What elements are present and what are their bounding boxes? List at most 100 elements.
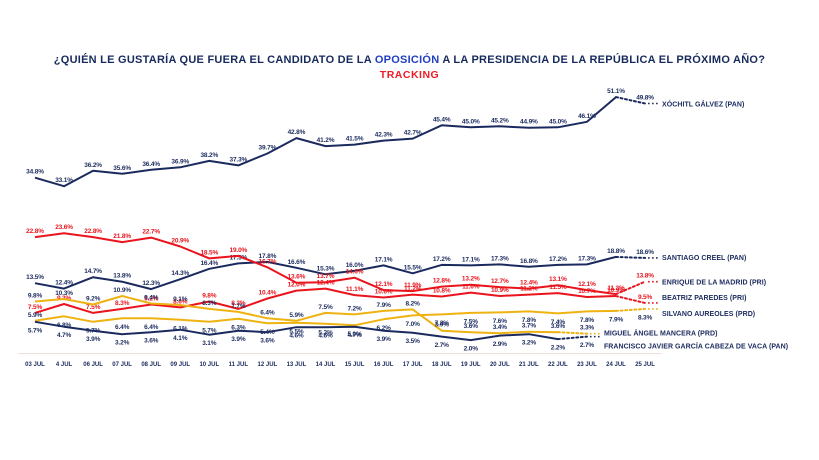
- data-label: 8.6%: [173, 298, 188, 305]
- series-line: [34, 295, 558, 335]
- data-label: 9.2%: [144, 295, 159, 302]
- x-axis-label: 22 JUL: [548, 362, 568, 368]
- data-label: 12.4%: [55, 280, 73, 287]
- data-label: 45.2%: [491, 117, 509, 124]
- data-label: 42.7%: [404, 130, 422, 137]
- data-label: 18.5%: [200, 249, 218, 256]
- legend-label-xochitl-galvez: XÓCHITL GÁLVEZ (PAN): [662, 99, 744, 108]
- data-label: 2.9%: [493, 341, 508, 348]
- data-label: 8.3%: [231, 300, 246, 307]
- data-label: 16.8%: [520, 258, 538, 265]
- series-line-dotted-end: [556, 335, 588, 341]
- title-prefix: ¿QUIÉN LE GUSTARÍA QUE FUERA EL CANDIDAT…: [53, 54, 375, 66]
- data-label: 42.3%: [375, 132, 393, 139]
- data-label: 3.2%: [115, 340, 130, 347]
- data-label: 45.4%: [433, 116, 451, 123]
- data-label: 10.8%: [433, 288, 451, 295]
- data-label: 6.3%: [231, 324, 246, 331]
- chart-title: ¿QUIÉN LE GUSTARÍA QUE FUERA EL CANDIDAT…: [0, 54, 819, 66]
- data-label: 2.7%: [580, 342, 595, 349]
- x-axis-label: 03 JUL: [25, 362, 45, 368]
- data-label: 35.6%: [113, 165, 131, 172]
- data-label: 17.1%: [462, 256, 480, 263]
- x-axis-label: 09 JUL: [170, 362, 190, 368]
- data-label: 3.7%: [522, 323, 537, 330]
- series-line: [34, 96, 617, 188]
- data-label: 7.4%: [551, 319, 566, 326]
- data-label: 3.9%: [376, 336, 391, 343]
- x-axis-label: 21 JUL: [519, 362, 539, 368]
- data-label: 5.9%: [28, 312, 43, 319]
- data-label: 4.7%: [57, 332, 72, 339]
- data-label: 18.8%: [607, 248, 625, 255]
- data-label: 3.9%: [435, 322, 450, 329]
- data-label: 16.7%: [259, 258, 277, 265]
- data-label: 5.9%: [289, 312, 304, 319]
- data-label: 8.3%: [638, 314, 653, 321]
- data-label: 18.6%: [636, 249, 654, 256]
- data-label: 7.0%: [406, 321, 421, 328]
- data-label: 8.2%: [406, 300, 421, 307]
- legend-label-miguel-angel-mancera: MIGUEL ÁNGEL MANCERA (PRD): [604, 329, 718, 338]
- data-label: 22.8%: [26, 228, 44, 235]
- data-label: 6.8%: [57, 322, 72, 329]
- data-label: 41.5%: [346, 136, 364, 143]
- data-label: 9.4%: [144, 294, 159, 301]
- data-label: 12.1%: [375, 281, 393, 288]
- data-label: 37.3%: [230, 156, 248, 163]
- data-label: 12.4%: [317, 280, 335, 287]
- data-label: 14.6%: [346, 269, 364, 276]
- data-label: 9.2%: [86, 295, 101, 302]
- series-line-dotted-end: [615, 280, 647, 296]
- data-label: 5.7%: [28, 327, 43, 334]
- data-label: 9.5%: [638, 294, 653, 301]
- data-label: 6.4%: [260, 309, 275, 316]
- data-label: 12.7%: [491, 278, 509, 285]
- data-label: 10.9%: [607, 287, 625, 294]
- series-line-dotted-end: [615, 307, 647, 312]
- data-label: 22.8%: [84, 228, 102, 235]
- data-label: 5.5%: [289, 328, 304, 335]
- data-label: 10.9%: [491, 287, 509, 294]
- series-line: [34, 320, 559, 342]
- title-suffix: A LA PRESIDENCIA DE LA REPÚBLICA EL PRÓX…: [439, 54, 766, 66]
- data-label: 3.9%: [86, 336, 101, 343]
- data-label: 12.4%: [520, 280, 538, 287]
- data-label: 11.2%: [520, 286, 538, 293]
- data-label: 17.8%: [259, 253, 277, 260]
- data-label: 5.7%: [202, 327, 217, 334]
- title-highlight: OPOSICIÓN: [374, 54, 440, 66]
- data-label: 4.7%: [347, 332, 362, 339]
- data-label: 3.5%: [406, 338, 421, 345]
- data-label: 11.5%: [549, 284, 567, 291]
- data-label: 45.0%: [549, 118, 567, 125]
- x-axis-label: 4 JUL: [56, 362, 73, 368]
- x-axis-label: 10 JUL: [199, 362, 219, 368]
- x-axis-label: 24 JUL: [606, 362, 626, 368]
- data-label: 11.1%: [346, 286, 364, 293]
- data-label: 13.5%: [26, 274, 44, 281]
- x-axis-label: 12 JUL: [258, 362, 278, 368]
- data-label: 10.4%: [259, 290, 277, 297]
- data-label: 14.7%: [84, 268, 102, 275]
- data-label: 11.3%: [607, 285, 625, 292]
- data-label: 17.3%: [491, 255, 509, 262]
- x-axis-label: 06 JUL: [83, 362, 103, 368]
- data-label: 6.2%: [376, 325, 391, 332]
- series-beatriz-paredes: 7.5%9.3%7.5%8.3%9.2% 8.6%9.8%8.3%10.4%12.…: [28, 280, 746, 314]
- legend-label-beatriz-paredes: BEATRIZ PAREDES (PRI): [662, 295, 746, 302]
- data-label: 5.0%: [347, 331, 362, 338]
- data-label: 10.9%: [113, 287, 131, 294]
- data-label: 2.2%: [551, 345, 566, 352]
- x-axis-label: 08 JUL: [141, 362, 161, 368]
- data-label: 36.4%: [142, 161, 160, 168]
- data-label: 9.1%: [173, 296, 188, 303]
- series-garcia-cabeza-de-vaca: 5.7% 4.7% 3.9% 3.2% 3.6% 4.1% 3.1% 3.9% 3.6% 4.6%…: [28, 320, 788, 353]
- data-label: 19.0%: [230, 247, 248, 254]
- series-xochitl-galvez: 34.8% 33.1% 36.2% 35.6% 36.4% 36.9% 38.2% 37.3%…: [26, 88, 744, 188]
- data-label: 7.5%: [318, 304, 333, 311]
- data-label: 2.7%: [435, 342, 450, 349]
- data-label: 13.1%: [549, 276, 567, 283]
- data-label: 23.6%: [55, 224, 73, 231]
